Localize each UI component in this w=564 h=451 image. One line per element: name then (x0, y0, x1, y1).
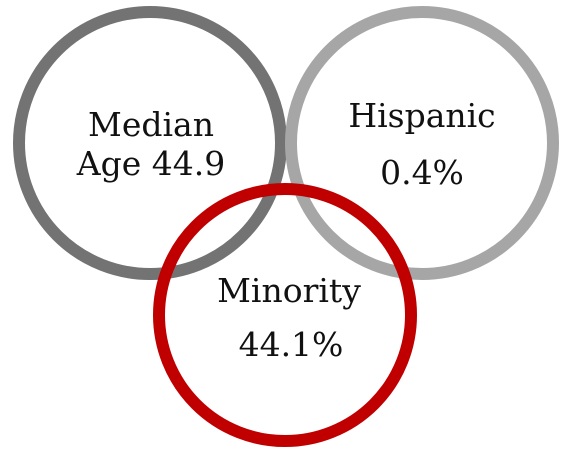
median-age-label-line1: Median (88, 105, 214, 144)
minority-label-line2: 44.1% (239, 325, 344, 364)
hispanic-ring (285, 6, 559, 280)
hispanic-label-line2: 0.4% (380, 153, 464, 192)
median-age-ring (13, 6, 287, 280)
median-age-label-line2: Age 44.9 (76, 144, 225, 183)
minority-ring (153, 183, 417, 447)
minority-label-line1: Minority (217, 271, 361, 310)
hispanic-label-line1: Hispanic (348, 96, 495, 135)
